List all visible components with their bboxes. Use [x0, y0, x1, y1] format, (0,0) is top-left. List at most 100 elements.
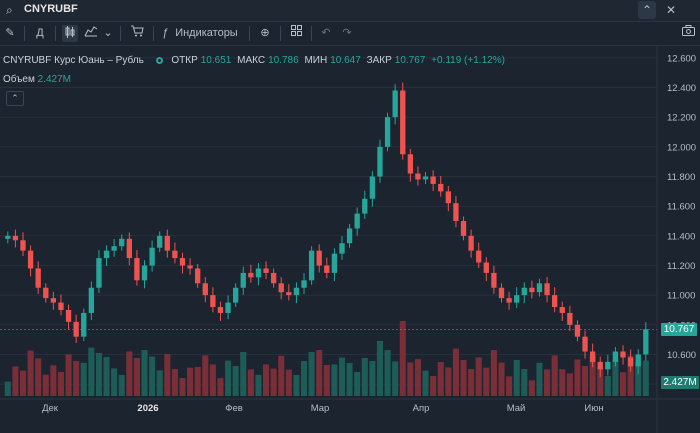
volume-bar: [217, 378, 224, 396]
undo-icon[interactable]: ↶: [321, 27, 331, 39]
candle-body: [126, 238, 132, 259]
candle-body: [491, 272, 497, 288]
grid-glyph: [290, 25, 302, 36]
candle-body: [430, 176, 436, 184]
price-tick-label: 11.800: [667, 172, 695, 183]
volume-label: Объем: [3, 74, 35, 85]
chevron-down-icon[interactable]: ⌄: [103, 27, 113, 39]
volume-bar: [65, 354, 72, 396]
volume-bar: [445, 367, 452, 396]
time-axis[interactable]: Дек 2026 Фев Мар Апр Май Июн: [42, 403, 604, 414]
candle-body: [643, 329, 649, 355]
price-chart[interactable]: 12.600 12.400 12.200 12.000 11.800 11.600 11.4…: [0, 46, 700, 433]
price-tick-label: 11.400: [667, 231, 695, 242]
volume-bar: [285, 369, 292, 396]
candle-body: [400, 90, 406, 155]
candle-body: [20, 240, 26, 251]
close-icon[interactable]: ✕: [665, 3, 677, 17]
candle-body: [498, 287, 505, 299]
pencil-icon[interactable]: ✎: [5, 27, 15, 39]
candle-body: [81, 312, 87, 337]
candle-body: [620, 351, 626, 358]
price-tick-label: 11.200: [667, 261, 695, 272]
high-value: 10.786: [268, 55, 299, 66]
chart-toolbar: ✎ Д ⌄ ƒ Индикаторы ⊕ ↶ ↷: [0, 22, 700, 46]
volume-bar: [422, 370, 429, 396]
area-chart-icon[interactable]: [83, 25, 99, 42]
divider: [249, 26, 250, 41]
candle-body: [384, 117, 391, 147]
volume-bar: [187, 367, 194, 396]
volume-bar: [544, 369, 551, 396]
chevron-up-icon[interactable]: ⌃: [638, 1, 656, 19]
change-value: +0.119 (+1.12%): [431, 55, 505, 66]
volume-bar: [57, 372, 65, 396]
volume-bar: [506, 376, 513, 396]
candle-body: [240, 272, 246, 288]
indicators-button[interactable]: ƒ Индикаторы: [162, 25, 242, 42]
volume-bar: [354, 372, 361, 396]
volume-bar: [232, 366, 239, 396]
candle-body: [627, 357, 634, 367]
candle-body: [50, 298, 57, 303]
candle-body: [217, 307, 224, 313]
search-icon[interactable]: ⌕: [6, 3, 13, 17]
candlestick-icon[interactable]: [62, 25, 78, 42]
volume-legend: Объем 2.427M: [3, 74, 71, 85]
volume-bar: [635, 362, 642, 396]
plus-circle-icon[interactable]: ⊕: [260, 27, 270, 39]
candle-body: [43, 287, 49, 299]
candle-body: [605, 361, 611, 370]
candle-body: [612, 351, 619, 362]
candle-body: [582, 336, 588, 352]
volume-bar: [604, 376, 611, 396]
candle-body: [12, 235, 19, 241]
volume-bar: [80, 362, 87, 396]
volume-bar: [589, 355, 596, 396]
time-tick-label: Апр: [413, 403, 430, 414]
candle-body: [514, 295, 520, 303]
volume-bar: [483, 367, 490, 396]
cart-icon[interactable]: [129, 25, 145, 42]
volume-bar: [430, 376, 437, 396]
volume-bar: [582, 366, 589, 396]
candle-body: [157, 235, 163, 248]
candle-body: [453, 203, 459, 221]
volume-bar: [27, 350, 34, 396]
redo-icon[interactable]: ↷: [342, 27, 352, 39]
candle-body: [195, 268, 201, 284]
candle-body: [324, 265, 330, 273]
candle-body: [233, 287, 239, 303]
volume-bar: [73, 361, 80, 396]
price-tick-label: 11.600: [667, 202, 695, 213]
collapse-legend-button[interactable]: ⌃: [6, 91, 24, 106]
candle-body: [354, 213, 360, 229]
candle-body: [529, 287, 535, 293]
grid-icon[interactable]: [288, 25, 304, 42]
candle-body: [567, 312, 573, 325]
volume-bar: [559, 369, 566, 396]
camera-icon[interactable]: [680, 25, 696, 42]
volume-bar: [619, 372, 627, 396]
timeframe-button[interactable]: Д: [36, 27, 44, 39]
volume-bar: [300, 361, 308, 396]
candle-body: [536, 283, 543, 293]
candle-body: [172, 250, 178, 259]
candle-body: [407, 154, 414, 174]
volume-bar: [468, 369, 475, 396]
low-value: 10.647: [330, 55, 361, 66]
volume-bar: [513, 360, 520, 396]
volume-bar: [88, 347, 95, 396]
instrument-name: CNYRUBF Курс Юань – Рубль: [3, 55, 144, 66]
price-tick-label: 10.600: [667, 350, 696, 361]
candle-body: [521, 287, 527, 296]
volume-bar: [384, 350, 391, 396]
time-tick-label: Май: [507, 403, 526, 414]
volume-bar: [103, 357, 110, 396]
open-label: ОТКР: [171, 55, 198, 66]
volume-bar: [597, 367, 604, 396]
candle-body: [149, 247, 155, 266]
price-axis[interactable]: 12.600 12.400 12.200 12.000 11.800 11.600 11.4…: [667, 53, 696, 390]
volume-bar: [293, 375, 300, 396]
symbol-field[interactable]: CNYRUBF: [24, 3, 78, 15]
